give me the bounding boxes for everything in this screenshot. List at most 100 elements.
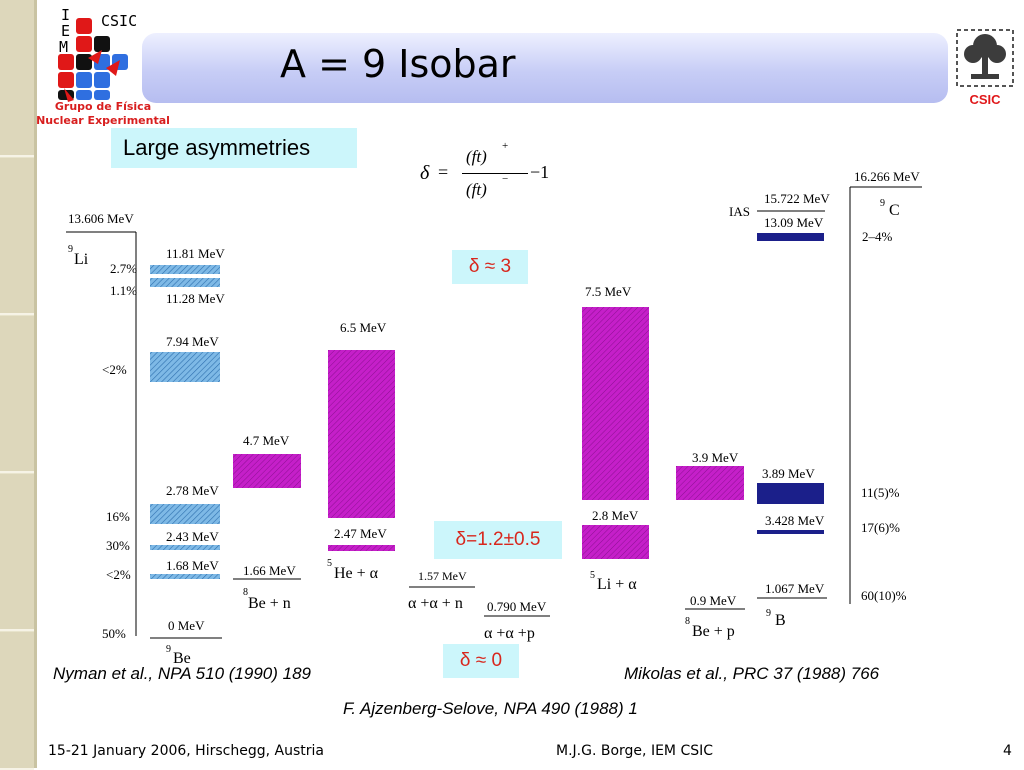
title-bar [142, 33, 948, 103]
be9-element: Be [173, 650, 191, 667]
b9-label-13-09: 13.09 MeV [764, 215, 824, 230]
b9-label-1-067: 1.067 MeV [765, 581, 825, 596]
formula-delta: δ [420, 162, 430, 184]
formula-denominator-sup: − [502, 173, 509, 185]
delta-12-label: δ=1.2±0.5 [434, 521, 562, 559]
formula-denominator: (ft) [466, 180, 487, 199]
branch-50: 50% [102, 626, 126, 641]
logo-letter-i: I [61, 6, 71, 24]
delta-3-label: δ ≈ 3 [452, 250, 528, 284]
b9-element: B [775, 612, 786, 629]
be8p-mass: 8 [685, 616, 690, 627]
logo-group-line2: Nuclear Experimental [36, 114, 170, 127]
c9-qvalue: 16.266 MeV [854, 169, 920, 184]
footer-author: M.J.G. Borge, IEM CSIC [556, 743, 714, 759]
branch-1-1: 1.1% [110, 283, 137, 298]
branch-30: 30% [106, 538, 130, 553]
li9-qvalue: 13.606 MeV [68, 211, 134, 226]
be9-level-2-78 [150, 504, 220, 524]
branch-lt2-b: <2% [106, 567, 131, 582]
b9-level-3-89 [757, 483, 824, 504]
sidebar-block [0, 474, 34, 631]
be9-level-2-43 [150, 545, 220, 550]
be8n-label-1-66: 1.66 MeV [243, 563, 296, 578]
delta-0-label: δ ≈ 0 [443, 644, 519, 678]
be9-label-7-94: 7.94 MeV [166, 334, 219, 349]
be8p-resonance-3-9 [676, 466, 744, 500]
page-title: A = 9 Isobar [280, 42, 516, 86]
large-asymmetries-label: Large asymmetries [111, 128, 357, 168]
logo-csic-text: CSIC [101, 12, 138, 30]
csic-logo-text: CSIC [969, 92, 1001, 107]
reference-nyman: Nyman et al., NPA 510 (1990) 189 [53, 664, 311, 683]
li9-element: Li [74, 251, 89, 268]
be9-level-11-81 [150, 265, 220, 274]
be8n-label-4-7: 4.7 MeV [243, 433, 290, 448]
c9-branch-60: 60(10)% [861, 588, 907, 603]
c9-branch-17: 17(6)% [861, 520, 900, 535]
footer-event: 15-21 January 2006, Hirschegg, Austria [48, 743, 324, 759]
branch-lt2-a: <2% [102, 362, 127, 377]
be8n-mass: 8 [243, 587, 248, 598]
logo-group-name: Grupo de Física Nuclear Experimental [35, 100, 171, 128]
b9-level-13-09 [757, 233, 824, 241]
aap-label: α +α +p [484, 625, 535, 642]
be9-level-11-28 [150, 278, 220, 287]
formula-fraction-bar [462, 173, 528, 174]
logo-letter-m: M [59, 38, 69, 56]
c9-branch-11: 11(5)% [861, 485, 900, 500]
li5-resonance-2-8 [582, 525, 649, 559]
b9-ias-label: IAS [729, 204, 750, 219]
be8p-label-0-9: 0.9 MeV [690, 593, 737, 608]
li9-mass: 9 [68, 244, 73, 255]
li5-label-7-5: 7.5 MeV [585, 284, 632, 299]
he5-label-6-5: 6.5 MeV [340, 320, 387, 335]
asymmetry-formula: δ = (ft) + (ft) − −1 [420, 140, 560, 210]
b9-label-3-428: 3.428 MeV [765, 513, 825, 528]
li5-label-2-8: 2.8 MeV [592, 508, 639, 523]
li5-resonance-7-5 [582, 307, 649, 500]
be9-label-2-43: 2.43 MeV [166, 529, 219, 544]
formula-equals: = [438, 162, 449, 182]
sidebar-divider [34, 0, 37, 768]
he5-resonance-6-5 [328, 350, 395, 518]
be9-label-11-81: 11.81 MeV [166, 246, 225, 261]
he5-label: He + α [334, 565, 379, 582]
be9-mass: 9 [166, 644, 171, 655]
page-number: 4 [1003, 743, 1012, 759]
he5-resonance-2-47 [328, 545, 395, 551]
iem-logo-grid [58, 18, 128, 102]
c9-element: C [889, 202, 900, 219]
be9-label-11-28: 11.28 MeV [166, 291, 225, 306]
be8p-label: Be + p [692, 623, 735, 640]
aan-label: α +α + n [408, 595, 463, 612]
c9-mass: 9 [880, 198, 885, 209]
b9-mass: 9 [766, 608, 771, 619]
formula-numerator-sup: + [502, 140, 509, 152]
b9-label-15-722: 15.722 MeV [764, 191, 830, 206]
be9-label-2-78: 2.78 MeV [166, 483, 219, 498]
be8n-label: Be + n [248, 595, 291, 612]
branch-2-7: 2.7% [110, 261, 137, 276]
b9-level-3-428 [757, 530, 824, 534]
be9-label-1-68: 1.68 MeV [166, 558, 219, 573]
reference-ajzenberg: F. Ajzenberg-Selove, NPA 490 (1988) 1 [343, 699, 638, 718]
formula-minus-one: −1 [530, 162, 550, 182]
li5-mass: 5 [590, 570, 595, 581]
sidebar-block [0, 0, 34, 157]
he5-mass: 5 [327, 558, 332, 569]
he5-label-2-47: 2.47 MeV [334, 526, 387, 541]
sidebar-block [0, 316, 34, 473]
tree-emblem-icon [956, 29, 1014, 87]
logo-group-line1: Grupo de Física [54, 100, 152, 113]
c9-branch-2-4: 2–4% [862, 229, 893, 244]
aap-label-0-790: 0.790 MeV [487, 599, 547, 614]
sidebar-block [0, 632, 34, 770]
b9-label-3-89: 3.89 MeV [762, 466, 815, 481]
li5-label: Li + α [597, 576, 637, 593]
be9-level-1-68 [150, 574, 220, 579]
reference-mikolas: Mikolas et al., PRC 37 (1988) 766 [624, 664, 880, 683]
sidebar-block [0, 158, 34, 315]
branch-16: 16% [106, 509, 130, 524]
